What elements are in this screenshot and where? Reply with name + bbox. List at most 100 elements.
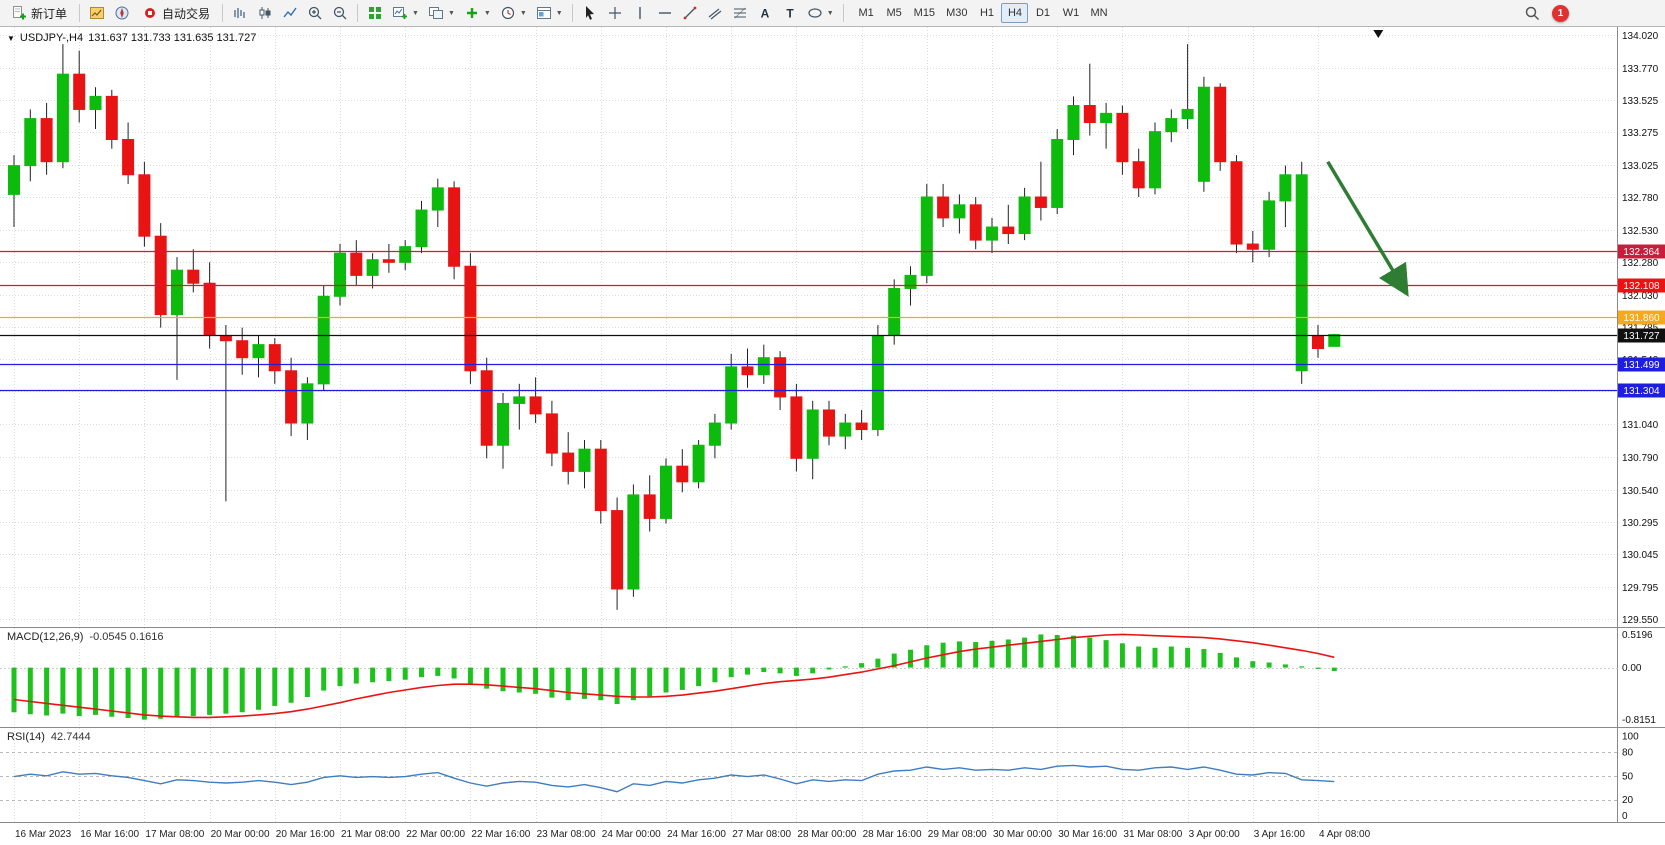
candle-body bbox=[366, 259, 379, 276]
zoom-out-button[interactable] bbox=[328, 2, 352, 24]
candle bbox=[1279, 165, 1292, 228]
time-axis-label: 28 Mar 00:00 bbox=[797, 829, 856, 840]
svg-text:A: A bbox=[760, 7, 769, 21]
autotrade-button[interactable]: 自动交易 bbox=[135, 2, 217, 24]
time-axis-label: 20 Mar 16:00 bbox=[276, 829, 335, 840]
shapes-button[interactable]: ▼ bbox=[803, 2, 838, 24]
candlestick-chart-button[interactable] bbox=[253, 2, 277, 24]
templates-button[interactable]: ▼ bbox=[532, 2, 567, 24]
price-badge bbox=[1618, 328, 1665, 343]
rsi-canvas[interactable]: 100 80 50 20 0 bbox=[0, 728, 1665, 822]
timeframe-button-M5[interactable]: M5 bbox=[881, 3, 908, 23]
rsi-panel[interactable]: 100 80 50 20 0 RSI(14) 42.7444 bbox=[0, 727, 1665, 822]
market-watch-button[interactable] bbox=[85, 2, 109, 24]
candle-body bbox=[888, 287, 901, 336]
candle bbox=[1263, 191, 1276, 258]
symbol-period-label: USDJPY-,H4 bbox=[19, 32, 84, 44]
zoom-in-icon bbox=[308, 6, 322, 20]
label-tool-button[interactable]: T bbox=[778, 2, 802, 24]
candle-body bbox=[611, 510, 624, 590]
tile-windows-button[interactable] bbox=[363, 2, 387, 24]
price-badge bbox=[1618, 278, 1665, 293]
search-button[interactable] bbox=[1520, 2, 1544, 24]
candle-body bbox=[480, 370, 493, 446]
channel-button[interactable] bbox=[703, 2, 727, 24]
candle bbox=[594, 440, 607, 524]
timeframe-button-D1[interactable]: D1 bbox=[1029, 3, 1056, 23]
trend-arrow-annotation[interactable] bbox=[1326, 160, 1409, 297]
price-axis-label: 132.780 bbox=[1622, 193, 1659, 204]
macd-panel[interactable]: 0.5196 0.00 -0.8151 MACD(12,26,9) -0.0545 0… bbox=[0, 627, 1665, 727]
price-axis-label: 132.280 bbox=[1622, 258, 1659, 269]
candle-body bbox=[708, 422, 721, 446]
candle bbox=[1214, 83, 1227, 171]
indicators-button[interactable]: ▼ bbox=[460, 2, 495, 24]
price-axis-label: 134.020 bbox=[1622, 31, 1659, 42]
candle bbox=[1149, 122, 1161, 195]
main-chart-panel[interactable]: 134.020 133.770 133.525 133.275 133.025 132.7… bbox=[0, 27, 1665, 627]
timeframe-button-H4[interactable]: H4 bbox=[1001, 3, 1029, 23]
trendline-button[interactable] bbox=[678, 2, 702, 24]
candle-body bbox=[839, 422, 852, 437]
candle-body bbox=[1149, 131, 1161, 189]
zoom-in-button[interactable] bbox=[303, 2, 327, 24]
timeframe-button-M30[interactable]: M30 bbox=[941, 3, 972, 23]
candle-body bbox=[986, 226, 998, 241]
candle bbox=[1312, 325, 1324, 358]
rsi-label: RSI(14) 42.7444 bbox=[7, 731, 91, 743]
candle bbox=[1197, 76, 1210, 192]
candle bbox=[627, 484, 640, 597]
bar-chart-button[interactable] bbox=[228, 2, 252, 24]
timeframe-button-H1[interactable]: H1 bbox=[973, 3, 1000, 23]
candle bbox=[105, 89, 118, 149]
notifications-badge[interactable]: 1 bbox=[1552, 4, 1569, 22]
time-axis-label: 16 Mar 16:00 bbox=[80, 829, 139, 840]
candle-body bbox=[855, 422, 868, 431]
timeframe-button-W1[interactable]: W1 bbox=[1057, 3, 1084, 23]
rsi-value: 42.7444 bbox=[50, 731, 91, 743]
new-order-button[interactable]: 新订单 bbox=[4, 2, 74, 24]
candle bbox=[1083, 63, 1096, 136]
timeframe-button-MN[interactable]: MN bbox=[1085, 3, 1112, 23]
candle-body bbox=[1312, 334, 1324, 350]
macd-canvas[interactable]: 0.5196 0.00 -0.8151 bbox=[0, 628, 1665, 727]
candle-body bbox=[236, 340, 249, 359]
candle-body bbox=[904, 274, 917, 289]
candle-body bbox=[187, 269, 200, 284]
candle-body bbox=[171, 269, 183, 316]
candle bbox=[562, 432, 575, 485]
candle bbox=[937, 183, 950, 228]
vertical-line-button[interactable] bbox=[628, 2, 652, 24]
vertical-line-icon bbox=[639, 7, 641, 19]
candle-body bbox=[578, 448, 591, 472]
navigator-button[interactable] bbox=[110, 2, 134, 24]
candle-body bbox=[334, 252, 346, 297]
time-axis-label: 29 Mar 08:00 bbox=[928, 829, 987, 840]
candle bbox=[301, 377, 314, 441]
zoom-out-icon bbox=[333, 6, 347, 20]
one-click-trading-toggle-icon[interactable]: ▼ bbox=[7, 33, 15, 43]
candle-body bbox=[594, 448, 607, 512]
price-axis-label: 129.550 bbox=[1622, 615, 1659, 626]
chart-profiles-button[interactable]: ▼ bbox=[424, 2, 459, 24]
candle-body bbox=[138, 174, 151, 237]
text-tool-button[interactable]: A bbox=[753, 2, 777, 24]
market-watch-icon bbox=[90, 7, 105, 19]
candle bbox=[89, 87, 102, 130]
new-order-icon bbox=[13, 6, 26, 20]
crosshair-button[interactable] bbox=[603, 2, 627, 24]
dropdown-caret-icon: ▼ bbox=[826, 9, 834, 17]
timeframe-button-M1[interactable]: M1 bbox=[853, 3, 880, 23]
cursor-button[interactable] bbox=[578, 2, 602, 24]
fibonacci-button[interactable] bbox=[728, 2, 752, 24]
time-axis[interactable]: 16 Mar 2023 16 Mar 16:00 17 Mar 08:00 20 Ma… bbox=[0, 822, 1665, 845]
horizontal-line-button[interactable] bbox=[653, 2, 677, 24]
dropdown-caret-icon: ▼ bbox=[447, 9, 455, 17]
periods-button[interactable]: ▼ bbox=[496, 2, 531, 24]
line-chart-button[interactable] bbox=[278, 2, 302, 24]
timeframe-button-M15[interactable]: M15 bbox=[909, 3, 940, 23]
main-chart-canvas[interactable]: 134.020 133.770 133.525 133.275 133.025 132.7… bbox=[0, 27, 1665, 627]
new-chart-button[interactable]: ▼ bbox=[388, 2, 423, 24]
chart-profiles-icon bbox=[428, 7, 443, 19]
candle bbox=[660, 458, 672, 524]
